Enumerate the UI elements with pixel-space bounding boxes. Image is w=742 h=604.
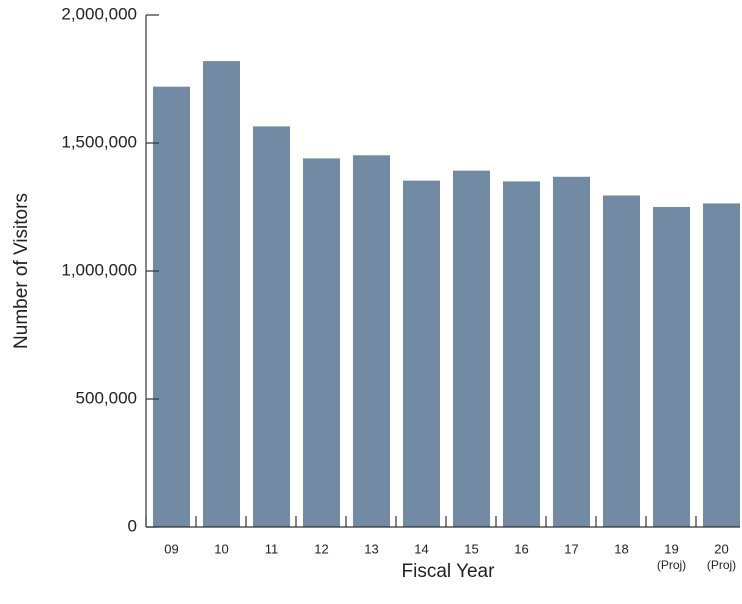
y-axis: 0 500,000 1,000,000 1,500,000 2,000,000 — [61, 4, 159, 535]
x-tick-label: 11 — [265, 541, 279, 556]
x-tick-sublabel: (Proj) — [707, 558, 736, 572]
bar-18 — [603, 195, 640, 528]
x-tick-label: 13 — [364, 541, 378, 556]
x-tick-label: 10 — [214, 541, 228, 556]
bar-15 — [453, 170, 490, 527]
x-tick-label: 20 — [714, 541, 728, 556]
y-axis-title: Number of Visitors — [11, 193, 32, 349]
y-tick-label: 1,500,000 — [61, 132, 137, 151]
bar-10 — [203, 61, 240, 528]
x-axis: 09 10 11 12 13 14 15 16 17 18 19 (Proj) 20 (Proj) — [145, 516, 740, 572]
bar-11 — [253, 126, 290, 528]
x-tick-label: 09 — [164, 541, 178, 556]
y-tick-label: 1,000,000 — [61, 260, 137, 279]
bar-16 — [503, 181, 540, 527]
x-tick-sublabel: (Proj) — [657, 558, 686, 572]
x-tick-label: 15 — [464, 541, 478, 556]
x-tick-label: 12 — [314, 541, 328, 556]
bar-12 — [303, 158, 340, 528]
x-tick-label: 17 — [564, 541, 578, 556]
bars — [153, 61, 740, 528]
y-tick-label: 0 — [128, 516, 137, 535]
bar-09 — [153, 86, 190, 528]
x-tick-label: 14 — [414, 541, 428, 556]
x-tick-label: 16 — [514, 541, 528, 556]
y-tick-label: 2,000,000 — [61, 4, 137, 23]
x-tick-label: 18 — [614, 541, 628, 556]
x-axis-title: Fiscal Year — [402, 561, 496, 582]
bar-13 — [353, 155, 390, 527]
bar-14 — [403, 180, 440, 527]
bar-20 — [703, 203, 740, 527]
bar-19 — [653, 207, 690, 527]
x-tick-label: 19 — [664, 541, 678, 556]
bar-17 — [553, 176, 590, 528]
y-tick-label: 500,000 — [76, 388, 137, 407]
